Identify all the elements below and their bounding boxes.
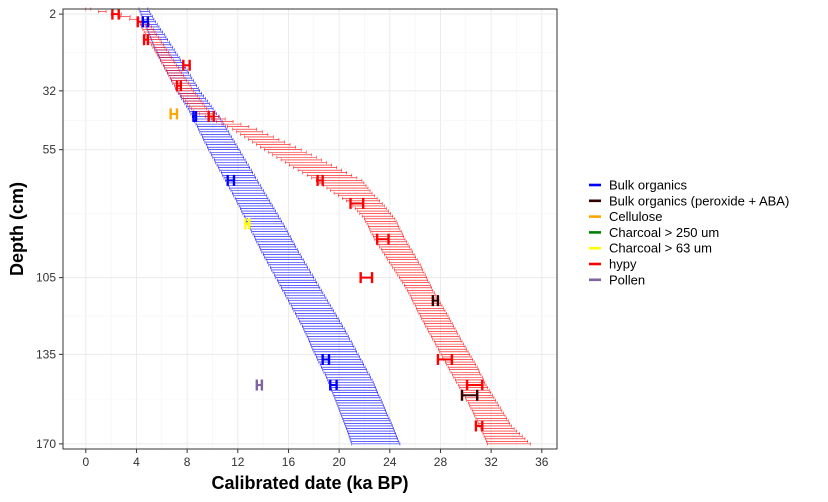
y-tick-label: 2: [49, 7, 56, 21]
date-errorbar: [375, 233, 390, 245]
y-tick-label: 170: [36, 437, 56, 451]
legend-label: Bulk organics: [609, 178, 688, 193]
legend-label: Charcoal > 250 um: [609, 225, 719, 240]
legend-item: Bulk organics: [589, 178, 688, 193]
x-tick-label: 12: [231, 455, 245, 469]
date-errorbar: [460, 389, 479, 401]
plot-panel: [63, 9, 557, 449]
x-tick-label: 36: [535, 455, 549, 469]
date-errorbar: [175, 80, 183, 92]
calibrated-dates: [111, 8, 484, 432]
legend-item: Bulk organics (peroxide + ABA): [589, 193, 789, 208]
date-errorbar: [255, 379, 264, 391]
legend-item: Charcoal > 63 um: [589, 241, 712, 256]
date-errorbar: [316, 174, 324, 186]
x-tick-label: 0: [82, 455, 89, 469]
x-tick-label: 16: [282, 455, 296, 469]
legend-label: hypy: [609, 257, 637, 272]
legend-label: Bulk organics (peroxide + ABA): [609, 193, 789, 208]
legend-label: Charcoal > 63 um: [609, 241, 712, 256]
age-model-hypy: [85, 7, 531, 446]
legend-label: Pollen: [609, 272, 645, 287]
plot-border: [62, 8, 558, 450]
legend-item: Charcoal > 250 um: [589, 225, 719, 240]
date-errorbar: [182, 59, 191, 71]
date-errorbar: [465, 379, 484, 391]
y-tick-label: 105: [36, 271, 56, 285]
x-axis-ticks: 0 4 8 12 16 20 24 28 32 36: [82, 449, 549, 469]
x-tick-label: 28: [434, 455, 448, 469]
legend-label: Cellulose: [609, 209, 662, 224]
date-errorbar: [329, 379, 338, 391]
y-tick-label: 55: [43, 143, 57, 157]
y-tick-label: 32: [43, 84, 57, 98]
date-errorbar: [207, 110, 215, 122]
date-errorbar: [169, 108, 179, 120]
date-errorbar: [349, 197, 365, 209]
y-axis-title: Depth (cm): [7, 182, 27, 276]
x-axis-title: Calibrated date (ka BP): [211, 473, 408, 493]
date-errorbar: [244, 218, 251, 230]
date-errorbar: [321, 353, 331, 365]
date-errorbar: [431, 295, 440, 307]
grid-lines: [63, 9, 557, 449]
date-errorbar: [192, 110, 198, 122]
x-tick-label: 4: [133, 455, 140, 469]
x-tick-label: 20: [332, 455, 346, 469]
legend-item: Pollen: [589, 272, 645, 287]
date-errorbar: [474, 420, 484, 432]
x-tick-label: 24: [383, 455, 397, 469]
date-errorbar: [141, 16, 150, 28]
date-errorbar: [142, 34, 150, 46]
x-tick-label: 32: [484, 455, 498, 469]
x-tick-label: 8: [184, 455, 191, 469]
date-errorbar: [226, 174, 236, 186]
date-errorbar: [436, 353, 454, 365]
date-errorbar: [111, 8, 120, 20]
legend-item: Cellulose: [589, 209, 662, 224]
y-axis-ticks: 2 32 55 105 135 170: [36, 7, 63, 451]
legend-item: hypy: [589, 257, 637, 272]
y-tick-label: 135: [36, 347, 56, 361]
date-errorbar: [359, 272, 374, 284]
